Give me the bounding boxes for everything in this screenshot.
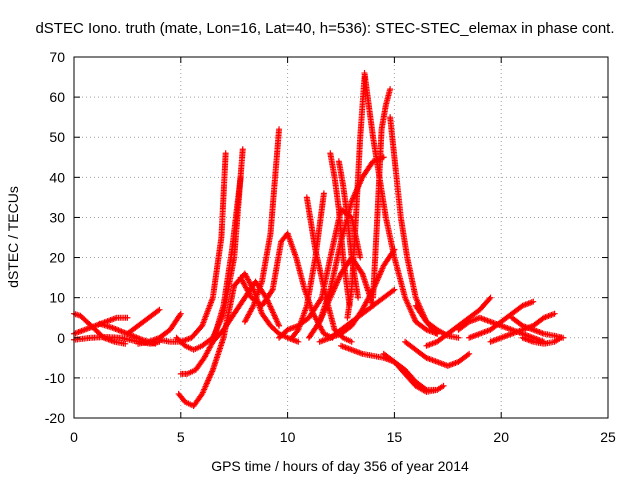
data-point	[276, 322, 283, 329]
data-point	[156, 306, 163, 313]
series-track	[276, 206, 364, 341]
series-track	[327, 246, 398, 341]
data-point	[391, 286, 398, 293]
data-point	[222, 150, 229, 157]
data-point	[276, 126, 283, 133]
y-tick-label: 40	[49, 169, 65, 185]
data-points	[71, 70, 567, 409]
x-tick-label: 15	[387, 429, 403, 445]
y-tick-label: 20	[49, 250, 65, 266]
data-point	[380, 154, 387, 161]
y-tick-label: 70	[49, 49, 65, 65]
series-track	[135, 310, 184, 347]
y-tick-label: 30	[49, 209, 65, 225]
data-point	[320, 190, 327, 197]
y-tick-label: 60	[49, 89, 65, 105]
data-point	[455, 334, 462, 341]
data-point	[237, 174, 244, 181]
y-axis-label: dSTEC / TECUs	[5, 186, 21, 288]
series-track	[387, 114, 441, 337]
data-point	[348, 338, 355, 345]
series-track	[124, 306, 163, 337]
data-point	[391, 246, 398, 253]
plot-frame	[73, 56, 609, 419]
x-tick-label: 0	[70, 429, 78, 445]
x-tick-label: 10	[280, 429, 296, 445]
data-point	[355, 294, 362, 301]
data-point	[124, 314, 131, 321]
data-point	[440, 382, 447, 389]
axis-ticks: 0 5 10 15 20 25 -20 -10 0 10 20 30 40 50 60 70	[45, 49, 616, 445]
series-track	[327, 150, 353, 309]
data-point	[239, 146, 246, 153]
x-tick-label: 5	[177, 429, 185, 445]
series-track	[412, 302, 462, 341]
data-point	[466, 350, 473, 357]
data-point	[177, 310, 184, 317]
series-track	[519, 334, 565, 347]
data-point	[122, 340, 129, 347]
data-point	[530, 298, 537, 305]
grid	[74, 57, 608, 418]
series-track	[370, 86, 394, 301]
track-marker	[464, 351, 471, 358]
data-point	[357, 254, 364, 261]
chart-title: dSTEC Iono. truth (mate, Lon=16, Lat=40,…	[35, 20, 614, 37]
track-marker	[176, 312, 183, 319]
track-marker	[358, 269, 365, 276]
series-track	[156, 150, 229, 345]
series-track	[402, 338, 473, 369]
track-marker	[268, 287, 275, 294]
data-point	[487, 294, 494, 301]
series-track	[466, 298, 537, 341]
x-tick-label: 20	[493, 429, 509, 445]
y-tick-label: 50	[49, 129, 65, 145]
data-point	[558, 334, 565, 341]
y-tick-label: -10	[45, 370, 65, 386]
data-point	[387, 86, 394, 93]
y-tick-label: 10	[49, 290, 65, 306]
y-tick-label: 0	[57, 330, 65, 346]
track-marker	[486, 295, 493, 302]
data-point	[551, 310, 558, 317]
track-marker	[155, 307, 162, 314]
series-track	[338, 342, 441, 393]
x-axis-label: GPS time / hours of day 356 of year 2014	[211, 458, 469, 474]
track-marker	[390, 287, 397, 294]
series-track	[241, 126, 283, 325]
track-marker	[390, 247, 397, 254]
series-track	[423, 294, 494, 349]
x-tick-label: 25	[600, 429, 616, 445]
data-point	[295, 338, 302, 345]
series-track	[380, 350, 447, 395]
y-tick-label: -20	[45, 410, 65, 426]
